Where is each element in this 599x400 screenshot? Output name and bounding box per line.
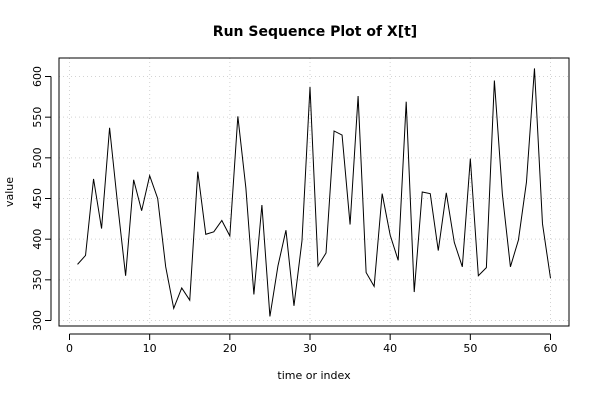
x-tick-label: 50 [463, 342, 477, 355]
y-tick-label: 500 [31, 147, 44, 168]
grid [59, 58, 569, 326]
y-tick-label: 600 [31, 66, 44, 87]
y-axis-label: value [3, 177, 16, 207]
y-axis: 300 350 400 450 500 550 600 [31, 66, 52, 331]
plot-frame [58, 57, 570, 327]
x-tick-label: 10 [143, 342, 157, 355]
x-tick-label: 40 [383, 342, 397, 355]
x-tick-label: 20 [223, 342, 237, 355]
series-line [77, 68, 551, 317]
x-tick-label: 30 [303, 342, 317, 355]
y-tick-label: 300 [31, 310, 44, 331]
x-tick-label: 0 [66, 342, 73, 355]
x-tick-label: 60 [544, 342, 558, 355]
y-tick-label: 400 [31, 229, 44, 250]
y-tick-label: 350 [31, 269, 44, 290]
chart-title: Run Sequence Plot of X[t] [213, 24, 417, 40]
x-axis: 0 10 20 30 40 50 60 [66, 333, 558, 355]
y-tick-label: 550 [31, 107, 44, 128]
y-tick-label: 450 [31, 188, 44, 209]
x-axis-label: time or index [277, 369, 351, 382]
